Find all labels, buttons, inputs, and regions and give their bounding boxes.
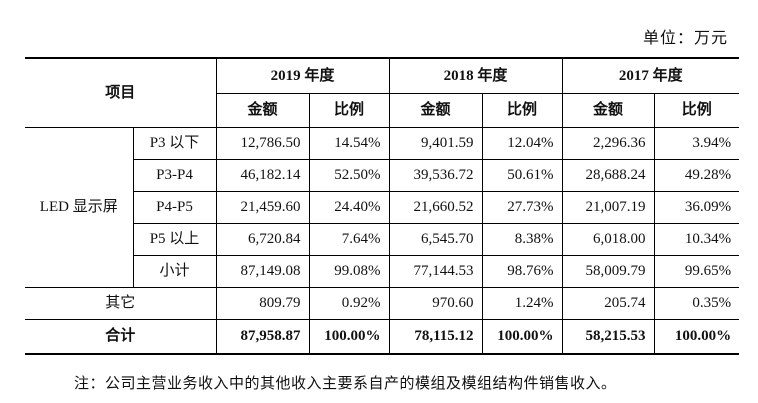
header-year-2019: 2019 年度 (215, 57, 390, 94)
header-amount: 金额 (388, 93, 483, 128)
header-amount: 金额 (215, 93, 310, 128)
cell-ratio-2017: 36.09% (653, 191, 740, 224)
header-item: 项目 (25, 57, 217, 128)
cell-amount-2019: 12,786.50 (215, 127, 310, 160)
row-label: P3-P4 (132, 159, 217, 192)
cell-amount-2019: 87,958.87 (215, 319, 310, 355)
cell-ratio-2019: 7.64% (308, 223, 390, 256)
header-row-years: 项目 2019 年度 2018 年度 2017 年度 (25, 57, 740, 128)
cell-ratio-2018: 12.04% (481, 127, 563, 160)
cell-ratio-2017: 0.35% (653, 287, 740, 320)
table-row: P4-P5 21,459.60 24.40% 21,660.52 27.73% … (25, 191, 740, 224)
cell-ratio-2017: 49.28% (653, 159, 740, 192)
header-year-2017: 2017 年度 (561, 57, 740, 94)
cell-ratio-2019: 24.40% (308, 191, 390, 224)
cell-amount-2017: 6,018.00 (561, 223, 655, 256)
row-label: 合计 (25, 319, 217, 355)
cell-amount-2018: 9,401.59 (388, 127, 483, 160)
cell-amount-2019: 21,459.60 (215, 191, 310, 224)
cell-amount-2018: 970.60 (388, 287, 483, 320)
cell-ratio-2019: 14.54% (308, 127, 390, 160)
row-label: 其它 (25, 287, 217, 320)
unit-label: 单位：万元 (642, 30, 728, 47)
cell-amount-2019: 809.79 (215, 287, 310, 320)
cell-ratio-2019: 100.00% (308, 319, 390, 355)
row-label: 小计 (132, 255, 217, 288)
cell-ratio-2017: 10.34% (653, 223, 740, 256)
revenue-table: 项目 2019 年度 2018 年度 2017 年度 金额 比例 金额 比例 金… (25, 57, 740, 355)
cell-amount-2018: 6,545.70 (388, 223, 483, 256)
cell-ratio-2019: 0.92% (308, 287, 390, 320)
cell-ratio-2017: 3.94% (653, 127, 740, 160)
footnote: 注：公司主营业务收入中的其他收入主要系自产的模组及模组结构件销售收入。 (74, 376, 617, 392)
cell-ratio-2017: 99.65% (653, 255, 740, 288)
cell-ratio-2018: 50.61% (481, 159, 563, 192)
table-row: LED 显示屏 P3 以下 12,786.50 14.54% 9,401.59 … (25, 127, 740, 288)
cell-amount-2017: 2,296.36 (561, 127, 655, 160)
cell-ratio-2018: 27.73% (481, 191, 563, 224)
cell-amount-2018: 77,144.53 (388, 255, 483, 288)
row-label: P5 以上 (132, 223, 217, 256)
cell-ratio-2018: 1.24% (481, 287, 563, 320)
cell-amount-2017: 58,215.53 (561, 319, 655, 355)
cell-amount-2017: 205.74 (561, 287, 655, 320)
row-label: P3 以下 (132, 127, 217, 160)
cell-amount-2018: 39,536.72 (388, 159, 483, 192)
cell-ratio-2018: 98.76% (481, 255, 563, 288)
table-row-other: 其它 809.79 0.92% 970.60 1.24% 205.74 0.35… (25, 287, 740, 320)
cell-ratio-2019: 52.50% (308, 159, 390, 192)
table-row: P3-P4 46,182.14 52.50% 39,536.72 50.61% … (25, 159, 740, 192)
cell-ratio-2018: 100.00% (481, 319, 563, 355)
cell-amount-2018: 21,660.52 (388, 191, 483, 224)
table-row: P5 以上 6,720.84 7.64% 6,545.70 8.38% 6,01… (25, 223, 740, 256)
cell-amount-2018: 78,115.12 (388, 319, 483, 355)
cell-amount-2019: 46,182.14 (215, 159, 310, 192)
cell-ratio-2017: 100.00% (653, 319, 740, 355)
table-row-subtotal: 小计 87,149.08 99.08% 77,144.53 98.76% 58,… (25, 255, 740, 288)
group-label: LED 显示屏 (25, 127, 134, 288)
table-row-total: 合计 87,958.87 100.00% 78,115.12 100.00% 5… (25, 319, 740, 355)
cell-amount-2017: 28,688.24 (561, 159, 655, 192)
header-row-columns: 金额 比例 金额 比例 金额 比例 (25, 93, 740, 128)
cell-amount-2019: 6,720.84 (215, 223, 310, 256)
header-ratio: 比例 (308, 93, 390, 128)
header-ratio: 比例 (653, 93, 740, 128)
cell-ratio-2018: 8.38% (481, 223, 563, 256)
header-ratio: 比例 (481, 93, 563, 128)
header-year-2018: 2018 年度 (388, 57, 563, 94)
cell-ratio-2019: 99.08% (308, 255, 390, 288)
row-label: P4-P5 (132, 191, 217, 224)
cell-amount-2019: 87,149.08 (215, 255, 310, 288)
cell-amount-2017: 21,007.19 (561, 191, 655, 224)
header-amount: 金额 (561, 93, 655, 128)
cell-amount-2017: 58,009.79 (561, 255, 655, 288)
